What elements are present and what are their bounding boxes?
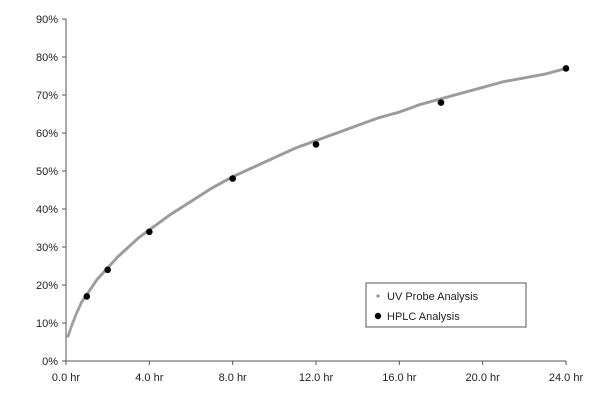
hplc-point (312, 141, 320, 148)
y-tick-label: 10% (36, 318, 58, 330)
y-tick-label: 40% (36, 204, 58, 216)
hplc-point (562, 65, 570, 72)
hplc-point (146, 228, 153, 236)
x-tick-label: 8.0 hr (219, 372, 247, 384)
hplc-series (83, 65, 570, 300)
x-tick-label: 12.0 hr (299, 372, 334, 384)
y-tick-label: 30% (36, 242, 58, 254)
y-tick-label: 70% (36, 90, 58, 102)
hplc-point (83, 293, 91, 300)
x-tick-label: 4.0 hr (135, 372, 163, 384)
legend-hplc-label: HPLC Analysis (387, 311, 460, 323)
axes (62, 18, 567, 365)
uv-probe-series (66, 66, 568, 338)
hplc-point (229, 175, 236, 182)
y-tick-label: 60% (36, 128, 58, 140)
x-tick-label: 24.0 hr (549, 372, 584, 384)
legend-box (365, 282, 527, 328)
y-tick-label: 90% (36, 14, 58, 26)
x-tick-label: 16.0 hr (382, 372, 417, 384)
tick-labels: 0% 10% 20% 30% 40% 50% 60% 70% 80% 90% 0.0 hr 4.0 h… (36, 14, 583, 384)
y-tick-label: 20% (36, 280, 58, 292)
x-tick-label: 20.0 hr (466, 372, 501, 384)
y-tick-label: 0% (42, 356, 58, 368)
y-tick-label: 80% (36, 52, 58, 64)
hplc-point (104, 266, 111, 274)
x-tick-label: 0.0 hr (52, 372, 80, 384)
legend-uv-marker (376, 294, 380, 298)
legend-uv-label: UV Probe Analysis (387, 291, 479, 303)
legend: UV Probe Analysis HPLC Analysis (365, 282, 527, 328)
legend-hplc-marker (374, 312, 382, 320)
hplc-point (437, 99, 445, 106)
y-tick-label: 50% (36, 166, 58, 178)
